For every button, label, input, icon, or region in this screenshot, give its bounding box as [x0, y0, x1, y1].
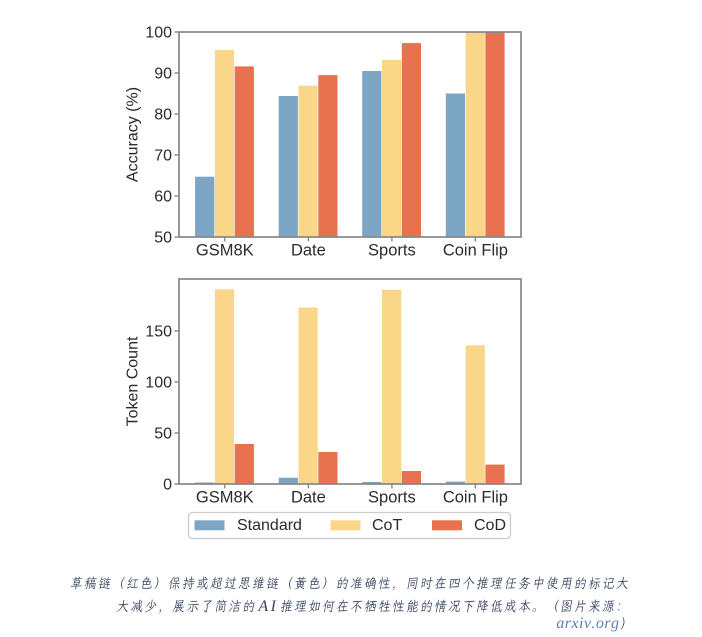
svg-text:0: 0 — [163, 477, 172, 494]
svg-text:Token Count: Token Count — [125, 336, 142, 426]
svg-text:50: 50 — [154, 426, 172, 443]
svg-text:Coin Flip: Coin Flip — [443, 242, 508, 260]
svg-text:Sports: Sports — [368, 489, 416, 507]
svg-text:Coin Flip: Coin Flip — [443, 489, 508, 507]
svg-text:90: 90 — [154, 66, 172, 83]
svg-text:Date: Date — [291, 489, 326, 507]
svg-text:Accuracy (%): Accuracy (%) — [125, 87, 142, 182]
svg-text:70: 70 — [154, 148, 172, 165]
svg-text:50: 50 — [154, 230, 172, 247]
svg-text:CoT: CoT — [372, 517, 402, 534]
svg-text:150: 150 — [145, 324, 172, 341]
svg-text:60: 60 — [154, 189, 172, 206]
svg-text:Date: Date — [291, 242, 326, 260]
svg-text:100: 100 — [145, 375, 172, 392]
svg-text:GSM8K: GSM8K — [196, 489, 254, 507]
svg-text:Standard: Standard — [237, 517, 302, 534]
svg-text:GSM8K: GSM8K — [196, 242, 254, 260]
svg-text:CoD: CoD — [474, 517, 506, 534]
svg-text:100: 100 — [145, 25, 172, 42]
svg-text:80: 80 — [154, 107, 172, 124]
svg-text:Sports: Sports — [368, 242, 416, 260]
